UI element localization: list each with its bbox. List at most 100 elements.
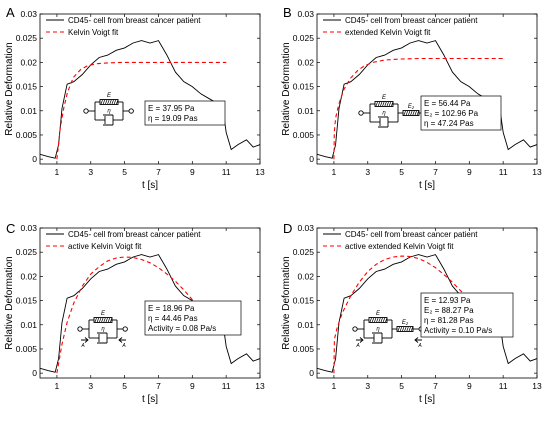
x-tick-label: 9: [467, 167, 472, 177]
dashpot-label: η: [101, 327, 105, 333]
dashpot-label: η: [376, 327, 380, 333]
x-axis-label: t [s]: [419, 180, 435, 191]
spring-coil: [408, 110, 411, 116]
panel-label: C: [6, 221, 15, 236]
legend-label: CD45- cell from breast cancer patient: [68, 230, 201, 239]
legend-label: CD45- cell from breast cancer patient: [345, 230, 478, 239]
model-schematic: Eη: [83, 93, 134, 126]
spring-coil: [111, 99, 114, 105]
spring-coil: [375, 101, 378, 107]
y-tick-label: 0.02: [20, 57, 37, 67]
spring-coil: [371, 317, 375, 323]
spring-label: E: [101, 311, 106, 317]
parameter-text: η = 19.09 Pas: [148, 114, 198, 123]
x-axis-label: t [s]: [142, 394, 158, 405]
x-tick-label: 3: [365, 381, 370, 391]
force-arrow-icon: [414, 337, 422, 343]
legend-label: active extended Kelvin Voigt fit: [345, 242, 454, 251]
y-axis-label: Relative Deformation: [4, 42, 15, 135]
spring-coil: [109, 99, 112, 105]
spring-coil: [374, 317, 377, 323]
data-series-line: [40, 254, 260, 373]
y-tick-label: 0: [32, 368, 37, 378]
legend-label: extended Kelvin Voigt fit: [345, 28, 431, 37]
x-tick-label: 3: [365, 167, 370, 177]
x-tick-label: 13: [532, 167, 542, 177]
panel-label: B: [283, 5, 292, 20]
x-tick-label: 5: [399, 381, 404, 391]
y-tick-label: 0.03: [20, 9, 37, 19]
y-tick-label: 0.005: [16, 344, 38, 354]
x-tick-label: 7: [156, 167, 161, 177]
x-tick-label: 3: [88, 381, 93, 391]
y-tick-label: 0: [309, 154, 314, 164]
spring-coil: [403, 110, 406, 116]
spring-label: E: [376, 311, 381, 317]
y-tick-label: 0.01: [297, 320, 314, 330]
force-label: A: [417, 343, 422, 349]
parameter-text: η = 81.28 Pas: [424, 316, 474, 325]
spring-coil: [116, 99, 119, 105]
model-schematic: Eη E₂ A A: [352, 311, 424, 349]
x-tick-label: 7: [433, 167, 438, 177]
plot-area: [39, 13, 261, 165]
spring-coil: [404, 326, 407, 332]
spring2-label: E₂: [408, 104, 415, 110]
model-schematic: Eη E₂: [358, 95, 430, 128]
x-tick-label: 3: [88, 167, 93, 177]
y-tick-label: 0.01: [297, 106, 314, 116]
y-tick-label: 0.005: [293, 130, 315, 140]
x-axis-label: t [s]: [142, 180, 158, 191]
spring-coil: [382, 317, 386, 323]
spring-coil: [380, 317, 383, 323]
model-schematic: Eη A A: [77, 311, 128, 349]
parameter-text: E = 56.44 Pa: [424, 99, 471, 108]
legend: CD45- cell from breast cancer patient act…: [323, 230, 478, 251]
spring-coil: [378, 317, 381, 323]
x-tick-label: 11: [222, 167, 231, 177]
force-label: A: [80, 343, 85, 349]
parameter-box: [144, 100, 226, 126]
spring-coil: [382, 101, 385, 107]
x-tick-label: 11: [499, 167, 508, 177]
legend-label: Kelvin Voigt fit: [68, 28, 119, 37]
spring-coil: [384, 101, 387, 107]
y-tick-label: 0: [32, 154, 37, 164]
x-tick-label: 1: [332, 167, 337, 177]
node-right: [122, 326, 128, 332]
legend: CD45- cell from breast cancer patient act…: [46, 230, 201, 251]
y-tick-label: 0.01: [20, 106, 37, 116]
y-tick-label: 0.03: [297, 9, 314, 19]
x-tick-label: 5: [122, 167, 127, 177]
spring-coil: [103, 317, 106, 323]
parameter-box: [144, 300, 242, 336]
spring-coil: [380, 101, 383, 107]
spring-coil: [105, 99, 108, 105]
y-tick-label: 0.025: [293, 247, 315, 257]
spring-icon: [93, 317, 113, 323]
parameter-text: η = 44.46 Pas: [148, 314, 198, 323]
parameter-text: Activity = 0.08 Pa/s: [148, 324, 216, 333]
parameter-text: E₂ = 88.27 Pa: [424, 306, 474, 315]
legend-label: CD45- cell from breast cancer patient: [345, 16, 478, 25]
data-series-line: [317, 40, 537, 159]
spring-label: E: [382, 95, 387, 101]
x-tick-label: 13: [255, 381, 265, 391]
parameter-text: E = 18.96 Pa: [148, 304, 195, 313]
spring-coil: [399, 326, 403, 332]
fit-series-line: [56, 256, 215, 374]
node-left: [77, 326, 83, 332]
spring-coil: [412, 110, 415, 116]
force-arrow-icon: [81, 337, 89, 343]
spring-coil: [410, 110, 413, 116]
spring-coil: [391, 101, 394, 107]
x-tick-label: 11: [499, 381, 508, 391]
spring-coil: [388, 101, 392, 107]
spring-coil: [94, 317, 97, 323]
parameter-box: [420, 95, 502, 131]
y-tick-label: 0.02: [297, 271, 314, 281]
y-tick-label: 0.015: [293, 82, 315, 92]
